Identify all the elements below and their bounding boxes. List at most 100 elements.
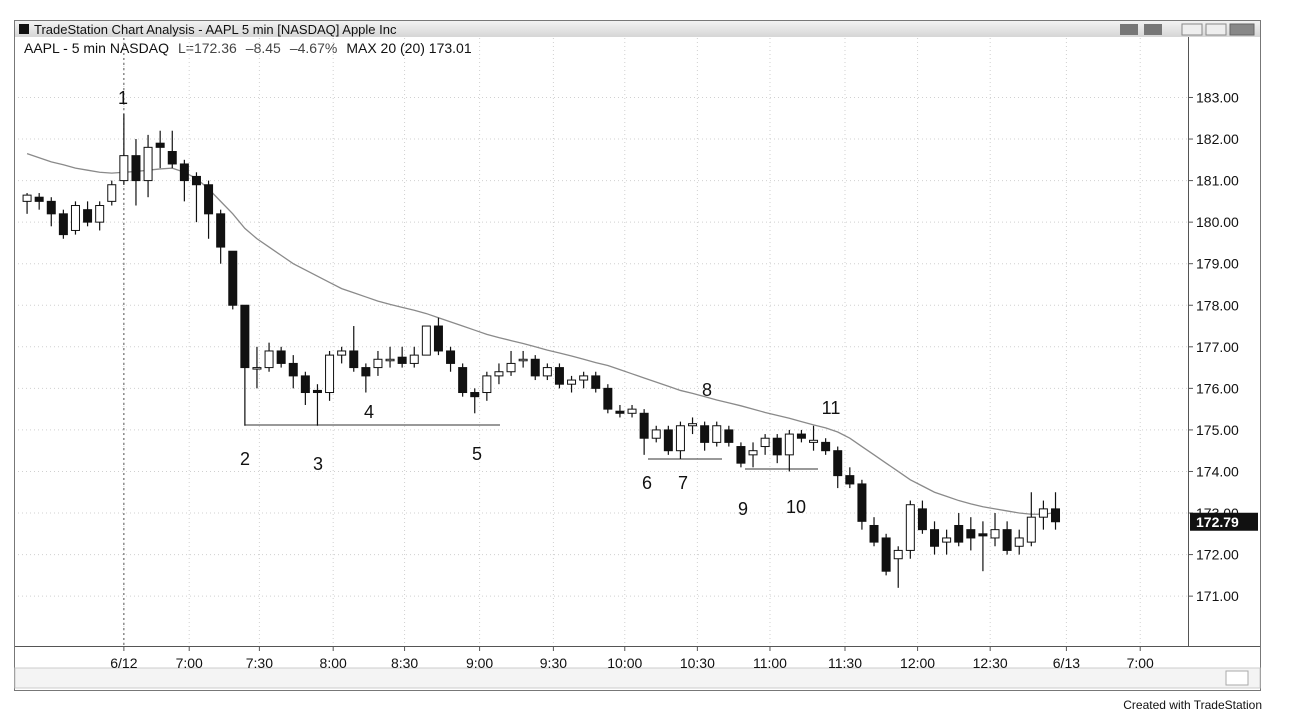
candle-body (107, 184, 117, 202)
candle-body (95, 205, 105, 223)
candle-body (1051, 508, 1061, 523)
candle-body (240, 304, 250, 369)
candle-body (724, 429, 734, 443)
y-tick-label: 178.00 (1196, 297, 1239, 313)
candle-body (917, 508, 927, 531)
x-tick-label: 8:00 (320, 655, 347, 671)
annotation: 6 (642, 473, 652, 493)
footer: Created with TradeStation (1123, 698, 1262, 712)
candle-body (784, 433, 794, 456)
candle-body (591, 375, 601, 389)
candle-body (688, 423, 698, 427)
candle-body (821, 441, 831, 452)
candle-body (530, 358, 540, 377)
candle-body (554, 367, 564, 385)
candle-body (603, 387, 613, 410)
info-symbol: AAPL - 5 min NASDAQ (24, 40, 169, 56)
candle-body (857, 483, 867, 522)
x-tick-label: 8:30 (391, 655, 418, 671)
y-tick-label: 174.00 (1196, 463, 1239, 479)
candle-body (700, 425, 710, 443)
toolbar-button[interactable] (1120, 24, 1138, 35)
candle-body (22, 194, 32, 202)
candle-body (942, 537, 952, 543)
candle-body (748, 450, 758, 456)
candle-body (58, 213, 68, 236)
candle-body (155, 142, 165, 148)
scroll-button[interactable] (1225, 670, 1249, 686)
maximize-button[interactable] (1205, 23, 1227, 36)
candle-body (809, 439, 819, 443)
window-frame (14, 20, 1261, 691)
x-tick-label: 9:30 (540, 655, 567, 671)
y-tick-label: 171.00 (1196, 588, 1239, 604)
candle-body (772, 437, 782, 456)
candle-body (433, 325, 443, 352)
candle-body (131, 155, 141, 182)
candle-body (905, 504, 915, 551)
annotation: 4 (364, 402, 374, 422)
candle-body (663, 429, 673, 452)
candle-body (954, 524, 964, 543)
candle-body (276, 350, 286, 364)
candle-body (349, 350, 359, 369)
candle-body (1038, 508, 1048, 518)
candle-body (397, 356, 407, 364)
x-tick-label: 6/12 (110, 655, 137, 671)
last-price-box (1190, 512, 1258, 531)
y-tick-label: 183.00 (1196, 89, 1239, 105)
candle-body (228, 250, 238, 306)
annotation: 3 (313, 454, 323, 474)
x-tick-label: 7:30 (246, 655, 273, 671)
candle-body (760, 437, 770, 448)
info-indicator: MAX 20 (20) 173.01 (346, 40, 472, 56)
candle-body (627, 408, 637, 414)
window-title: TradeStation Chart Analysis - AAPL 5 min… (34, 22, 397, 37)
candle-body (337, 350, 347, 356)
window-icon (19, 24, 29, 34)
candle-body (833, 450, 843, 477)
candle-body (881, 537, 891, 572)
candle-body (83, 209, 93, 223)
scrollbar[interactable] (14, 667, 1261, 689)
candle-body (639, 412, 649, 439)
candle-body (651, 429, 661, 439)
candle-body (930, 529, 940, 547)
candle-body (446, 350, 456, 364)
y-tick-label: 181.00 (1196, 173, 1239, 189)
annotation: 10 (786, 497, 806, 517)
candle-body (325, 354, 335, 394)
candle-body (204, 184, 214, 215)
annotation: 5 (472, 444, 482, 464)
candle-body (458, 367, 468, 394)
annotation: 7 (678, 473, 688, 493)
candle-body (1014, 537, 1024, 547)
candle-body (264, 350, 274, 369)
minimize-button[interactable] (1181, 23, 1203, 36)
candle-body (46, 200, 56, 215)
candle-body (1002, 529, 1012, 551)
candle-body (978, 533, 988, 537)
close-button[interactable] (1229, 23, 1255, 36)
title-bar (15, 21, 1260, 37)
candle-body (34, 196, 44, 202)
candle-body (990, 529, 1000, 539)
candle-body (542, 367, 552, 377)
candle-body (482, 375, 492, 394)
y-tick-label: 179.00 (1196, 256, 1239, 272)
candle-body (736, 446, 746, 464)
annotation: 11 (822, 398, 841, 418)
toolbar-button[interactable] (1144, 24, 1162, 35)
candle-body (675, 425, 685, 452)
candle-body (506, 362, 516, 373)
candle-body (579, 375, 589, 381)
candle-body (191, 175, 201, 186)
candle-body (288, 362, 298, 377)
info-line: AAPL - 5 min NASDAQ L=172.36 –8.45 –4.67% MA… (24, 40, 472, 56)
info-change-pct: –4.67% (290, 40, 337, 56)
info-last: L=172.36 (178, 40, 237, 56)
y-tick-label: 176.00 (1196, 380, 1239, 396)
candle-body (869, 524, 879, 543)
